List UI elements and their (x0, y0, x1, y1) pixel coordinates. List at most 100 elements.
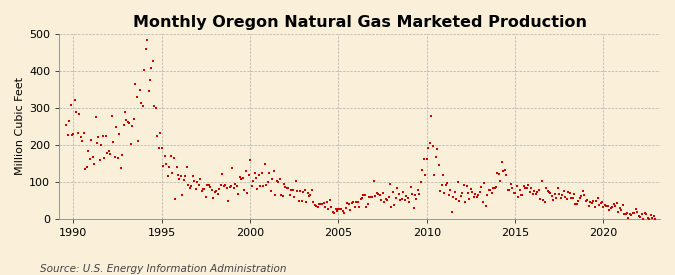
Point (121, 117, 132, 122)
Point (294, 199, 304, 204)
Point (648, 214, 659, 218)
Point (610, 204, 620, 208)
Point (199, 187, 210, 191)
Point (162, 174, 173, 178)
Point (81, 165, 92, 169)
Point (84, 156, 95, 161)
Point (304, 194, 315, 199)
Point (524, 190, 535, 195)
Point (526, 186, 537, 190)
Point (514, 188, 525, 192)
Point (169, 197, 180, 201)
Point (430, 155, 441, 160)
Point (77, 138, 88, 143)
Point (115, 165, 126, 170)
Point (321, 200, 332, 204)
Point (310, 203, 321, 207)
Point (292, 188, 302, 193)
Point (134, 87, 145, 92)
Point (516, 192, 526, 197)
Point (439, 190, 450, 195)
Point (298, 189, 308, 194)
Point (203, 183, 214, 188)
Point (299, 188, 310, 192)
Point (502, 188, 513, 192)
Point (117, 153, 128, 157)
Point (213, 192, 223, 196)
Point (642, 216, 653, 220)
Point (352, 199, 363, 204)
Point (511, 184, 522, 188)
Point (96, 143, 107, 147)
Point (626, 213, 637, 217)
Point (289, 195, 300, 199)
Point (554, 192, 565, 196)
Point (426, 113, 437, 118)
Point (396, 197, 407, 201)
Point (395, 198, 406, 202)
Point (264, 170, 275, 175)
Point (345, 207, 356, 212)
Point (603, 204, 614, 209)
Point (504, 188, 514, 192)
Point (604, 208, 615, 212)
Point (533, 188, 544, 192)
Point (225, 184, 236, 188)
Point (420, 173, 431, 177)
Point (493, 172, 504, 176)
Point (619, 211, 630, 216)
Point (317, 202, 327, 207)
Point (327, 210, 338, 214)
Point (336, 207, 347, 212)
Point (132, 95, 142, 99)
Point (599, 202, 610, 207)
Point (506, 182, 516, 186)
Point (274, 177, 285, 181)
Point (455, 194, 466, 198)
Point (437, 172, 448, 177)
Point (348, 200, 358, 204)
Point (153, 146, 164, 150)
Point (450, 190, 460, 195)
Point (462, 191, 473, 195)
Point (406, 192, 417, 196)
Point (119, 110, 130, 115)
Point (495, 178, 506, 183)
Point (471, 195, 482, 199)
Point (398, 189, 408, 194)
Point (387, 190, 398, 195)
Point (279, 182, 290, 186)
Point (255, 184, 266, 188)
Point (305, 193, 316, 197)
Point (356, 196, 367, 200)
Point (436, 183, 447, 188)
Point (539, 199, 550, 204)
Point (551, 196, 562, 200)
Title: Monthly Oregon Natural Gas Marketed Production: Monthly Oregon Natural Gas Marketed Prod… (133, 15, 587, 30)
Point (205, 185, 216, 190)
Point (435, 189, 446, 194)
Point (645, 213, 656, 218)
Point (639, 210, 650, 215)
Point (601, 204, 612, 208)
Point (233, 192, 244, 196)
Point (360, 192, 371, 197)
Point (105, 152, 115, 156)
Point (470, 192, 481, 196)
Point (500, 167, 510, 172)
Point (620, 212, 631, 216)
Point (108, 140, 119, 145)
Point (151, 106, 161, 111)
Point (300, 199, 311, 204)
Point (386, 205, 397, 209)
Point (280, 184, 291, 189)
Point (402, 195, 413, 200)
Point (587, 201, 597, 206)
Point (242, 191, 252, 195)
Point (589, 205, 600, 209)
Point (259, 162, 270, 166)
Point (95, 158, 105, 162)
Point (142, 38, 153, 43)
Point (358, 193, 369, 197)
Point (143, 89, 154, 93)
